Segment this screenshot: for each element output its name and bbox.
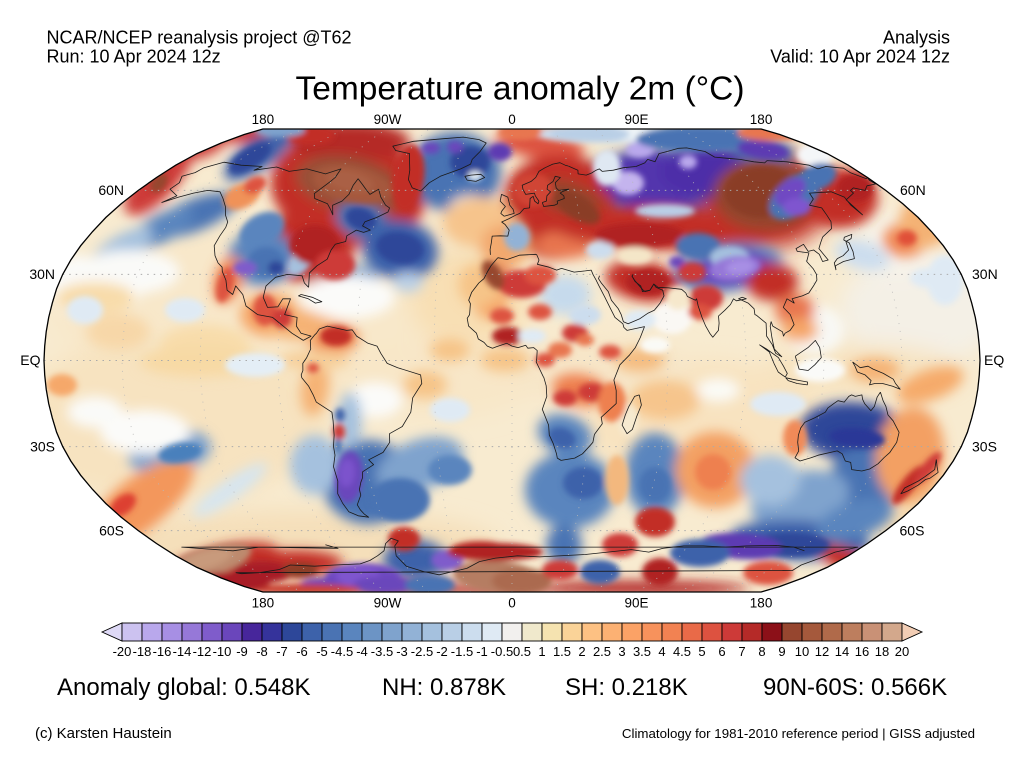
svg-text:60N: 60N (900, 182, 926, 198)
svg-text:30N: 30N (29, 266, 55, 282)
svg-text:4.5: 4.5 (673, 644, 691, 659)
svg-text:-3.5: -3.5 (371, 644, 393, 659)
svg-text:7: 7 (738, 644, 745, 659)
svg-text:-8: -8 (256, 644, 268, 659)
svg-text:4: 4 (658, 644, 665, 659)
svg-text:90E: 90E (625, 596, 649, 611)
svg-text:-16: -16 (153, 644, 172, 659)
svg-text:Analysis: Analysis (883, 28, 950, 48)
svg-text:90N-60S: 0.566K: 90N-60S: 0.566K (763, 674, 947, 701)
svg-text:NCAR/NCEP reanalysis project @: NCAR/NCEP reanalysis project @T62 (47, 28, 352, 48)
svg-text:(c) Karsten Haustein: (c) Karsten Haustein (35, 725, 172, 742)
svg-text:30S: 30S (972, 438, 997, 454)
svg-text:-10: -10 (213, 644, 232, 659)
svg-text:14: 14 (835, 644, 849, 659)
svg-text:1.5: 1.5 (553, 644, 571, 659)
svg-text:0: 0 (508, 112, 516, 127)
svg-text:180: 180 (252, 112, 275, 127)
svg-text:-3: -3 (396, 644, 408, 659)
svg-text:180: 180 (750, 112, 773, 127)
svg-text:EQ: EQ (984, 352, 1004, 368)
svg-text:12: 12 (815, 644, 829, 659)
svg-text:2: 2 (578, 644, 585, 659)
svg-text:60S: 60S (900, 522, 925, 538)
svg-text:Valid: 10 Apr 2024 12z: Valid: 10 Apr 2024 12z (770, 47, 950, 67)
svg-text:Temperature anomaly 2m (°C): Temperature anomaly 2m (°C) (295, 71, 744, 108)
svg-text:-6: -6 (296, 644, 308, 659)
svg-text:EQ: EQ (20, 352, 40, 368)
svg-text:-7: -7 (276, 644, 288, 659)
svg-text:3: 3 (618, 644, 625, 659)
svg-text:Anomaly global: 0.548K: Anomaly global: 0.548K (57, 674, 311, 701)
svg-text:8: 8 (758, 644, 765, 659)
svg-text:0: 0 (508, 596, 516, 611)
svg-text:180: 180 (750, 596, 773, 611)
svg-text:2.5: 2.5 (593, 644, 611, 659)
svg-text:30N: 30N (972, 266, 998, 282)
svg-text:6: 6 (718, 644, 725, 659)
svg-text:SH: 0.218K: SH: 0.218K (565, 674, 688, 701)
svg-text:90E: 90E (625, 112, 649, 127)
svg-text:10: 10 (795, 644, 809, 659)
svg-text:20: 20 (895, 644, 909, 659)
svg-text:-12: -12 (193, 644, 212, 659)
svg-text:-4: -4 (356, 644, 368, 659)
svg-text:60S: 60S (99, 522, 124, 538)
svg-text:90W: 90W (374, 596, 402, 611)
svg-text:30S: 30S (30, 438, 55, 454)
svg-text:-4.5: -4.5 (331, 644, 353, 659)
svg-text:3.5: 3.5 (633, 644, 651, 659)
svg-text:18: 18 (875, 644, 889, 659)
svg-text:0.5: 0.5 (513, 644, 531, 659)
svg-text:-9: -9 (236, 644, 248, 659)
svg-text:-1.5: -1.5 (451, 644, 473, 659)
svg-text:-20: -20 (113, 644, 132, 659)
svg-text:9: 9 (778, 644, 785, 659)
svg-text:16: 16 (855, 644, 869, 659)
svg-text:Run: 10 Apr 2024 12z: Run: 10 Apr 2024 12z (47, 47, 221, 67)
svg-text:5: 5 (698, 644, 705, 659)
svg-text:-2: -2 (436, 644, 448, 659)
svg-text:Climatology for 1981-2010 refe: Climatology for 1981-2010 reference peri… (622, 726, 975, 741)
svg-text:NH: 0.878K: NH: 0.878K (382, 674, 506, 701)
svg-text:-14: -14 (173, 644, 192, 659)
svg-text:-5: -5 (316, 644, 328, 659)
svg-text:-0.5: -0.5 (491, 644, 513, 659)
svg-text:1: 1 (538, 644, 545, 659)
svg-text:60N: 60N (98, 182, 124, 198)
svg-text:90W: 90W (374, 112, 402, 127)
svg-text:180: 180 (252, 596, 275, 611)
svg-text:-2.5: -2.5 (411, 644, 433, 659)
svg-text:-18: -18 (133, 644, 152, 659)
svg-text:-1: -1 (476, 644, 488, 659)
